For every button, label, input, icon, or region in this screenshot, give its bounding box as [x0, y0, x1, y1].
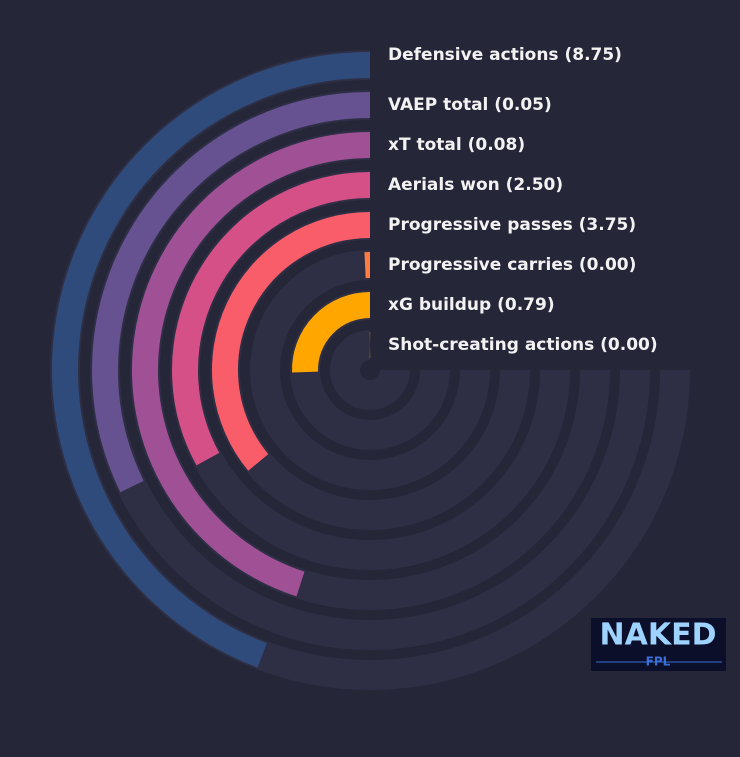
- bar-label: Aerials won (2.50): [388, 175, 563, 195]
- logo-subtitle: FPL: [646, 655, 671, 669]
- bar: [172, 172, 371, 466]
- track: [330, 330, 410, 410]
- bar-label: Defensive actions (8.75): [388, 45, 622, 65]
- bar-label: xG buildup (0.79): [388, 295, 555, 315]
- bar: [292, 292, 371, 373]
- logo-title: NAKED: [600, 618, 717, 653]
- bar: [132, 132, 371, 597]
- bar-label: Shot-creating actions (0.00): [388, 335, 658, 355]
- bar: [92, 92, 371, 493]
- bar-label: xT total (0.08): [388, 135, 525, 155]
- bar-label: Progressive passes (3.75): [388, 215, 636, 235]
- bar-label: VAEP total (0.05): [388, 95, 552, 115]
- track: [250, 250, 490, 490]
- bar: [52, 52, 371, 668]
- bar-label: Progressive carries (0.00): [388, 255, 636, 275]
- bar: [212, 212, 371, 471]
- logo: NAKED FPL: [591, 618, 726, 671]
